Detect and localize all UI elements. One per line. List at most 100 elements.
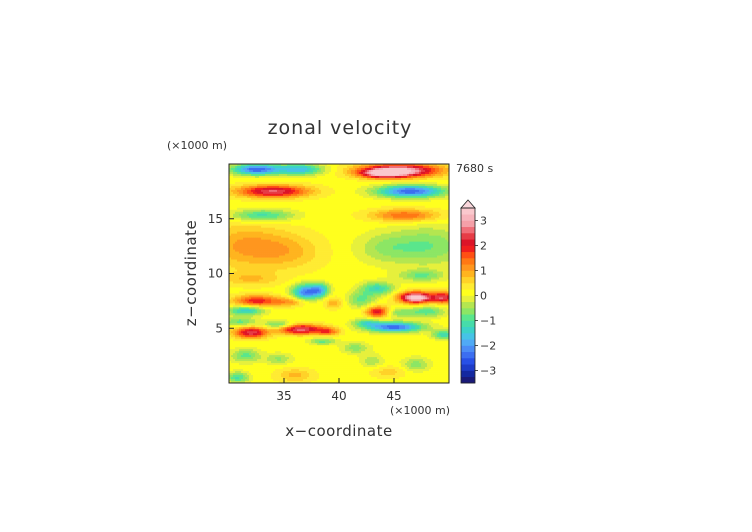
heatmap-cell [413, 193, 416, 197]
heatmap-cell [429, 243, 432, 246]
heatmap-cell [425, 201, 428, 205]
heatmap-cell [237, 207, 240, 211]
heatmap-cell [321, 165, 324, 169]
heatmap-cell [345, 173, 348, 177]
heatmap-cell [249, 227, 252, 231]
heatmap-cell [349, 207, 352, 211]
heatmap-cell [437, 223, 440, 227]
heatmap-cell [361, 223, 364, 227]
heatmap-cell [307, 219, 310, 223]
heatmap-cell [405, 241, 408, 244]
heatmap-cell [387, 165, 390, 169]
heatmap-cell [249, 203, 252, 207]
heatmap-cell [387, 213, 390, 217]
heatmap-cell [287, 181, 290, 185]
heatmap-cell [403, 223, 406, 227]
heatmap-cell [359, 237, 362, 240]
heatmap-cell [431, 203, 434, 207]
heatmap-cell [261, 227, 264, 231]
heatmap-cell [329, 223, 332, 227]
heatmap-cell [443, 225, 446, 229]
heatmap-cell [391, 233, 394, 237]
heatmap-cell [297, 211, 300, 215]
heatmap-cell [289, 164, 292, 167]
heatmap-cell [377, 171, 380, 175]
heatmap-cell [277, 199, 280, 203]
heatmap-cell [295, 164, 298, 167]
heatmap-cell [233, 225, 236, 229]
heatmap-cell [439, 213, 442, 217]
heatmap-cell [435, 243, 438, 246]
heatmap-cell [383, 197, 386, 201]
heatmap-cell [409, 241, 412, 244]
heatmap-cell [249, 231, 252, 235]
heatmap-cell [381, 237, 384, 240]
heatmap-cell [403, 191, 406, 195]
heatmap-cell [319, 205, 322, 209]
heatmap-cell [257, 209, 260, 213]
heatmap-cell [335, 235, 338, 239]
heatmap-cell [273, 207, 276, 211]
heatmap-cell [317, 253, 320, 256]
heatmap-cell [337, 243, 340, 246]
heatmap-cell [231, 229, 234, 233]
heatmap-cell [335, 177, 338, 181]
heatmap-cell [247, 223, 250, 227]
heatmap-cell [277, 245, 280, 248]
heatmap-cell [323, 215, 326, 219]
heatmap-cell [377, 227, 380, 231]
heatmap-cell [331, 207, 334, 211]
heatmap-cell [341, 247, 344, 250]
heatmap-cell [329, 175, 332, 179]
heatmap-cell [427, 164, 430, 167]
heatmap-cell [415, 165, 418, 169]
heatmap-cell [301, 177, 304, 181]
heatmap-cell [247, 191, 250, 195]
heatmap-cell [279, 229, 282, 233]
heatmap-cell [255, 253, 258, 256]
heatmap-cell [323, 247, 326, 250]
heatmap-cell [317, 199, 320, 203]
heatmap-cell [317, 221, 320, 225]
heatmap-cell [269, 241, 272, 244]
heatmap-cell [279, 219, 282, 223]
heatmap-cell [231, 193, 234, 197]
heatmap-cell [447, 193, 450, 197]
heatmap-cell [273, 219, 276, 223]
heatmap-cell [263, 169, 266, 173]
heatmap-cell [387, 237, 390, 240]
heatmap-cell [271, 235, 274, 239]
heatmap-cell [405, 203, 408, 207]
heatmap-cell [431, 169, 434, 173]
heatmap-cell [341, 215, 344, 219]
heatmap-cell [417, 171, 420, 175]
heatmap-cell [433, 241, 436, 244]
heatmap-cell [275, 205, 278, 209]
heatmap-cell [239, 253, 242, 256]
heatmap-cell [231, 237, 234, 240]
heatmap-cell [259, 175, 262, 179]
heatmap-cell [251, 164, 254, 167]
heatmap-cell [349, 249, 352, 252]
heatmap-cell [333, 201, 336, 205]
heatmap-cell [235, 233, 238, 237]
heatmap-cell [293, 205, 296, 209]
heatmap-cell [437, 237, 440, 240]
heatmap-cell [395, 171, 398, 175]
heatmap-cell [235, 171, 238, 175]
heatmap-cell [289, 223, 292, 227]
heatmap-cell [331, 167, 334, 171]
heatmap-cell [437, 215, 440, 219]
heatmap-cell [405, 193, 408, 197]
heatmap-cell [409, 229, 412, 233]
heatmap-cell [319, 211, 322, 215]
heatmap-cell [245, 253, 248, 256]
heatmap-cell [265, 207, 268, 211]
heatmap-cell [235, 213, 238, 217]
heatmap-cell [383, 177, 386, 181]
heatmap-cell [335, 237, 338, 240]
heatmap-cell [285, 223, 288, 227]
heatmap-cell [253, 177, 256, 181]
heatmap-cell [293, 164, 296, 167]
heatmap-cell [281, 191, 284, 195]
